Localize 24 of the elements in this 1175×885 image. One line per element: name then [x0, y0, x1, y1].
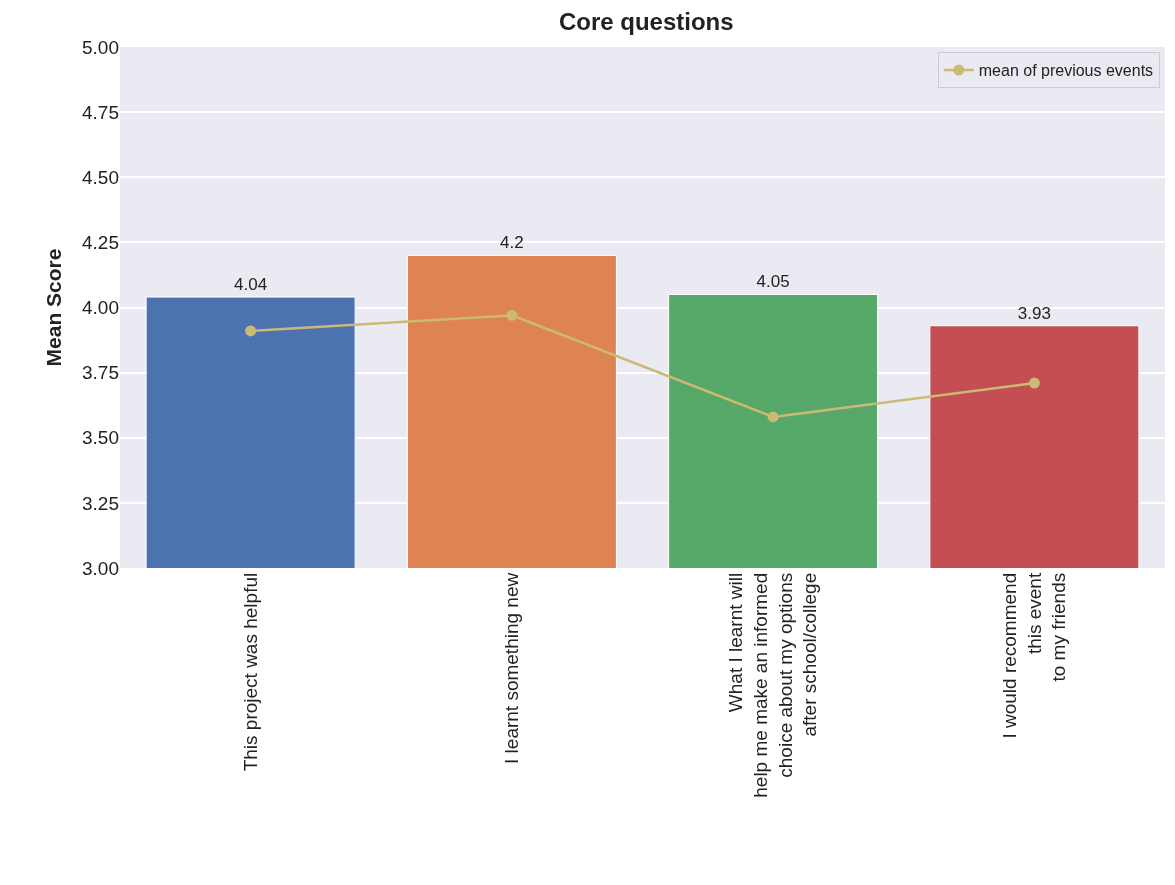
- y-tick-label: 3.00: [82, 557, 119, 579]
- x-tick-label: I learnt something new: [501, 572, 523, 764]
- data-label: 4.04: [234, 275, 268, 295]
- y-tick-label: 4.75: [82, 101, 119, 123]
- data-label: 4.2: [500, 233, 524, 253]
- y-tick-label: 4.25: [82, 232, 119, 254]
- point: [1028, 377, 1040, 389]
- y-tick-label: 3.75: [82, 362, 119, 384]
- data-label: 3.93: [1017, 303, 1051, 323]
- y-axis-title: Mean Score: [42, 248, 66, 367]
- y-tick-label: 4.50: [82, 166, 119, 188]
- y-tick-label: 3.50: [82, 427, 119, 449]
- x-tick-label: This project was helpful: [239, 572, 261, 772]
- x-tick-label: What I learnt will help me make an informed choice about my options after school/college: [725, 572, 821, 798]
- legend-label: mean of previous events: [978, 62, 1154, 80]
- data-label: 4.05: [756, 272, 790, 292]
- x-tick-label: I would recommend this event to my friends: [998, 572, 1070, 739]
- point: [767, 411, 779, 423]
- y-tick-label: 4.00: [82, 297, 119, 319]
- chart-title: Core questions: [558, 8, 734, 36]
- point: [245, 325, 257, 337]
- point: [506, 309, 518, 321]
- y-tick-label: 3.25: [82, 492, 119, 514]
- y-tick-label: 5.00: [82, 36, 119, 58]
